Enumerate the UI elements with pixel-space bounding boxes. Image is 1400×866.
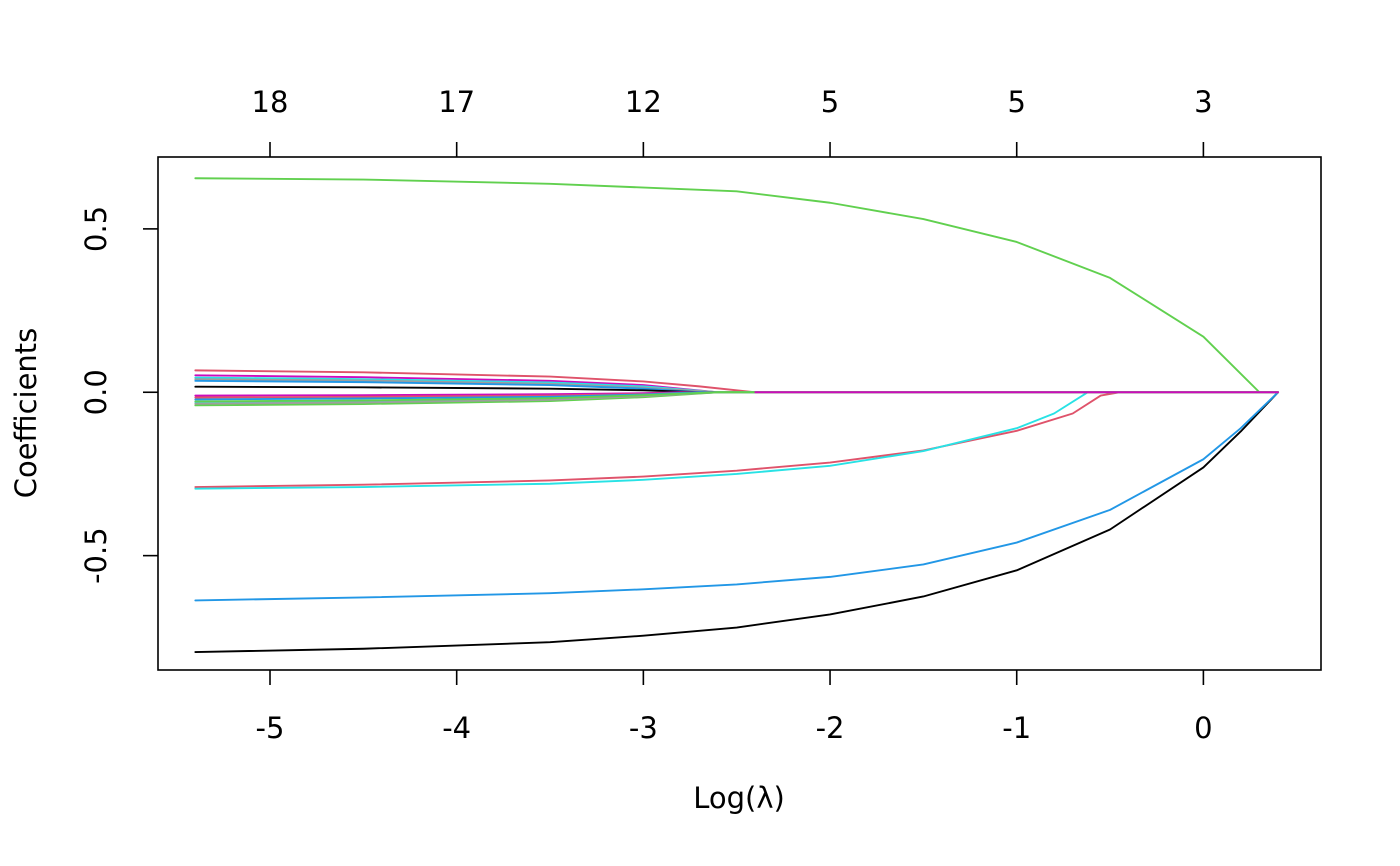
top-tick-label: 12 bbox=[625, 85, 662, 119]
top-tick-label: 3 bbox=[1194, 85, 1212, 119]
x-tick-label: 0 bbox=[1194, 711, 1212, 745]
x-axis: -5 -4 -3 -2 -1 0 bbox=[256, 670, 1213, 745]
top-tick-label: 5 bbox=[821, 85, 839, 119]
x-axis-title: Log(λ) bbox=[693, 781, 785, 815]
top-tick-label: 17 bbox=[438, 85, 475, 119]
top-tick-label: 5 bbox=[1007, 85, 1025, 119]
top-axis: 18 17 12 5 5 3 bbox=[252, 85, 1213, 157]
y-tick-label: -0.5 bbox=[79, 527, 113, 584]
y-axis: 0.5 0.0 -0.5 bbox=[79, 206, 158, 584]
coefficient-path-5 bbox=[194, 391, 1280, 490]
series-layer bbox=[194, 177, 1280, 653]
top-tick-label: 18 bbox=[252, 85, 289, 119]
plot-frame bbox=[157, 156, 1322, 671]
y-tick-label: 0.0 bbox=[79, 369, 113, 415]
coefficient-path-4 bbox=[194, 391, 1280, 488]
coefficient-path-3 bbox=[194, 391, 1280, 602]
coefficient-path-2 bbox=[194, 391, 1280, 653]
x-tick-label: -3 bbox=[629, 711, 658, 745]
y-axis-title: Coefficients bbox=[9, 328, 43, 499]
x-tick-label: -2 bbox=[816, 711, 845, 745]
x-tick-label: -4 bbox=[442, 711, 471, 745]
y-tick-label: 0.5 bbox=[79, 206, 113, 252]
x-tick-label: -5 bbox=[256, 711, 285, 745]
coefficient-path-1 bbox=[194, 177, 1261, 394]
x-tick-label: -1 bbox=[1002, 711, 1031, 745]
